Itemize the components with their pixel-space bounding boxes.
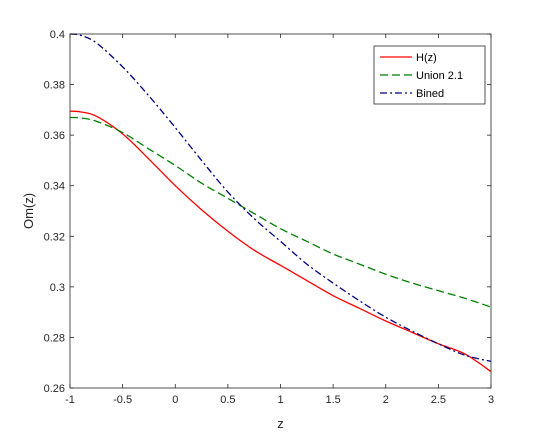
y-tick-label: 0.4	[50, 29, 65, 41]
x-axis-label: z	[277, 416, 284, 431]
y-tick-label: 0.26	[44, 383, 65, 395]
x-tick-label: -1	[65, 394, 75, 406]
x-tick-label: 0	[172, 394, 178, 406]
y-axis-label: Om(z)	[21, 193, 36, 229]
y-tick-label: 0.32	[44, 231, 65, 243]
y-tick-label: 0.38	[44, 80, 65, 92]
x-tick-label: 1.5	[325, 394, 340, 406]
legend-label-2: Union 2.1	[416, 70, 463, 82]
y-tick-label: 0.36	[44, 130, 65, 142]
series-layer	[69, 33, 492, 373]
y-tick-label: 0.28	[44, 332, 65, 344]
legend: H(z) Union 2.1 Bined	[373, 45, 486, 105]
y-tick-label: 0.3	[50, 282, 65, 294]
x-tick-label: 1	[277, 394, 283, 406]
series-line-3	[69, 33, 492, 363]
x-tick-label: 2	[383, 394, 389, 406]
legend-label-3: Bined	[416, 88, 444, 100]
series-line-2	[69, 116, 492, 308]
x-tick-label: -0.5	[113, 394, 132, 406]
y-tick-label: 0.34	[44, 181, 65, 193]
x-tick-label: 2.5	[431, 394, 446, 406]
x-tick-label: 3	[488, 394, 494, 406]
legend-label-1: H(z)	[416, 52, 437, 64]
x-tick-label: 0.5	[220, 394, 235, 406]
tick-layer: -1 -0.5 0 0.5 1 1.5 2 2.5 3 0.26 0.28 0.3 0.32 0.34 0.…	[44, 29, 494, 406]
